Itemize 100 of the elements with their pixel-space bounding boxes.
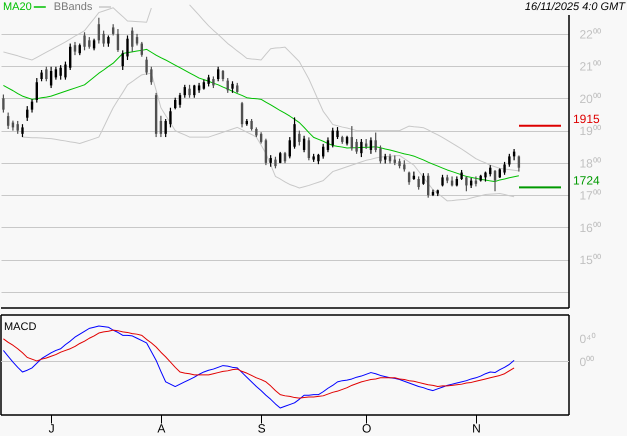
- x-tick-label: S: [258, 422, 266, 436]
- y-tick-label: 16⁰⁰: [580, 220, 601, 235]
- candlestick: [16, 120, 19, 134]
- candlestick: [384, 153, 386, 164]
- candlestick: [131, 26, 134, 53]
- candlestick: [26, 106, 28, 122]
- candlestick: [202, 79, 206, 90]
- y-tick-label: 19⁰⁰: [580, 124, 601, 138]
- candlestick: [150, 66, 153, 86]
- candlestick: [264, 138, 268, 166]
- legend-label: BBands: [54, 1, 93, 13]
- candlestick: [302, 135, 306, 153]
- candlestick: [498, 168, 501, 179]
- line-series: [2, 330, 515, 399]
- candlestick: [59, 64, 62, 80]
- candlestick: [226, 77, 229, 94]
- candlestick: [360, 138, 363, 158]
- candlestick: [140, 41, 144, 58]
- y-tick-label: 0⁴⁰: [580, 332, 596, 346]
- candlestick: [269, 154, 272, 168]
- candlestick: [370, 136, 372, 154]
- candlestick: [164, 118, 167, 138]
- candlestick: [50, 66, 52, 89]
- candlestick: [508, 153, 511, 168]
- candlestick: [456, 176, 458, 188]
- candlestick: [174, 97, 176, 110]
- y-tick-label: 15⁰⁰: [580, 253, 601, 268]
- candlestick: [374, 132, 377, 153]
- legend-label: MA20: [3, 1, 32, 13]
- candlestick: [98, 17, 100, 44]
- x-tick-label: A: [157, 422, 166, 436]
- candlestick: [169, 107, 172, 128]
- candlestick: [2, 94, 5, 114]
- candlestick: [512, 148, 516, 161]
- candlestick: [107, 34, 110, 48]
- ref-line-label: 1915: [573, 112, 600, 126]
- candlestick: [394, 154, 396, 166]
- candlestick: [222, 69, 224, 82]
- candlestick: [332, 127, 334, 148]
- candlestick: [12, 120, 14, 132]
- candlestick: [350, 126, 354, 152]
- x-tick-label: N: [472, 422, 481, 436]
- candlestick: [145, 56, 148, 76]
- candlestick: [250, 118, 253, 132]
- candlestick: [116, 28, 120, 53]
- x-tick-label: O: [362, 422, 372, 436]
- annotation: 16/11/2025 4:0 GMT: [524, 1, 626, 13]
- candlestick: [450, 176, 454, 188]
- candlestick: [78, 42, 81, 56]
- candlestick: [422, 172, 425, 186]
- candlestick: [112, 24, 114, 36]
- candlestick: [403, 160, 406, 172]
- candlestick: [88, 36, 91, 50]
- candlestick: [255, 126, 258, 138]
- candlestick: [54, 66, 58, 80]
- candlestick: [260, 132, 262, 144]
- candlestick: [216, 66, 220, 82]
- candlestick: [236, 82, 238, 94]
- candlestick: [288, 136, 291, 159]
- candlestick: [6, 112, 10, 130]
- candlestick: [45, 66, 48, 82]
- y-tick-label: 0⁰⁰: [580, 355, 594, 370]
- annotation: MACD: [4, 321, 36, 333]
- candlestick: [160, 115, 162, 138]
- candlestick: [364, 138, 368, 150]
- candlestick: [298, 130, 301, 146]
- candlestick: [69, 42, 72, 71]
- candlestick: [64, 61, 67, 80]
- candlestick: [317, 153, 320, 165]
- candlestick: [470, 177, 472, 189]
- candlestick: [92, 38, 96, 51]
- candlestick: [417, 176, 420, 190]
- candlestick: [460, 169, 463, 181]
- candlestick: [207, 74, 210, 88]
- x-tick-label: J: [48, 422, 55, 436]
- candlestick: [184, 84, 186, 98]
- y-tick-label: 22⁰⁰: [580, 27, 601, 42]
- candlestick: [489, 164, 492, 178]
- candlestick: [36, 77, 38, 104]
- y-tick-label: 18⁰⁰: [580, 156, 601, 170]
- candlestick: [193, 84, 196, 98]
- candlestick: [322, 143, 324, 160]
- candlestick: [198, 82, 200, 94]
- candlestick: [465, 176, 468, 192]
- candlestick: [40, 69, 43, 82]
- y-tick-label: 20⁰⁰: [580, 92, 601, 106]
- y-tick-label: 21⁰⁰: [580, 60, 601, 74]
- candlestick: [518, 154, 520, 172]
- candlestick: [426, 172, 430, 198]
- ref-line-label: 1724: [573, 173, 600, 188]
- candlestick: [408, 170, 410, 186]
- candlestick: [308, 136, 310, 161]
- candlestick: [346, 135, 348, 146]
- candlestick: [102, 30, 105, 48]
- candlestick: [355, 138, 358, 154]
- candlestick: [474, 176, 478, 188]
- candlestick: [122, 50, 124, 71]
- candlestick: [398, 158, 401, 169]
- y-tick-label: 17⁰⁰: [580, 188, 601, 203]
- candlestick: [503, 161, 506, 176]
